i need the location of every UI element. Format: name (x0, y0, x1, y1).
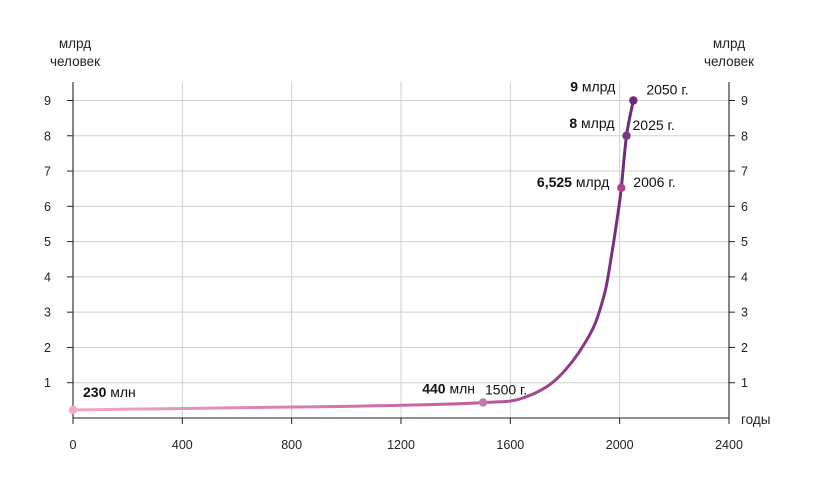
ticks-layer: 0 400 800 1200 1600 2000 2400 1 1 2 2 3 3 4 4 5 5 6 6 7 7 8 8 9… (44, 94, 748, 452)
y-tick-label-left: 1 (44, 376, 51, 390)
y-tick-label-left: 6 (44, 200, 51, 214)
y-axis-title-left-line2: человек (50, 54, 100, 69)
y-tick-label-right: 1 (741, 376, 748, 390)
y-tick-label-right: 9 (741, 94, 748, 108)
data-point-year-label: 2006 г. (633, 174, 675, 190)
x-tick-label: 0 (70, 438, 77, 452)
y-tick-label-left: 4 (44, 270, 51, 284)
y-tick-label-right: 4 (741, 270, 748, 284)
y-tick-label-left: 7 (44, 165, 51, 179)
data-point-marker (622, 131, 631, 140)
data-point-year-label: 2025 г. (633, 117, 675, 133)
data-point-value-label: 6,525 млрд (537, 174, 609, 190)
y-tick-label-left: 8 (44, 129, 51, 143)
data-point-marker (629, 96, 638, 105)
data-point-year-label: 1500 г. (485, 381, 527, 397)
y-axis-title-right-line2: человек (704, 54, 754, 69)
y-tick-label-right: 2 (741, 341, 748, 355)
x-tick-label: 400 (172, 438, 193, 452)
y-tick-label-left: 5 (44, 235, 51, 249)
data-point-marker (478, 398, 488, 407)
y-tick-label-right: 3 (741, 306, 748, 320)
x-tick-label: 800 (281, 438, 302, 452)
data-point-value-label: 230 млн (83, 384, 136, 400)
y-axis-title-right-line1: млрд (713, 36, 745, 51)
data-point-marker (617, 183, 626, 193)
x-axis-label: годы (741, 412, 770, 427)
y-tick-label-right: 8 (741, 129, 748, 143)
population-series-line (71, 99, 635, 412)
data-point-marker (68, 405, 78, 415)
points-layer (68, 96, 638, 415)
x-tick-label: 1600 (496, 438, 524, 452)
data-point-value-label: 8 млрд (569, 115, 614, 131)
y-tick-label-left: 9 (44, 94, 51, 108)
y-tick-label-right: 6 (741, 200, 748, 214)
data-point-value-label: 9 млрд (570, 79, 615, 95)
data-point-year-label: 2050 г. (646, 82, 688, 98)
grid-layer (73, 82, 729, 418)
y-tick-label-right: 5 (741, 235, 748, 249)
x-tick-label: 2400 (715, 438, 743, 452)
data-point-value-label: 440 млн (422, 380, 475, 396)
x-tick-label: 2000 (606, 438, 634, 452)
labels-layer: 230 млн 440 млн 1500 г. 6,525 млрд 2006 г. 8 … (83, 79, 689, 400)
y-tick-label-left: 3 (44, 306, 51, 320)
y-tick-label-right: 7 (741, 165, 748, 179)
y-axis-title-left-line1: млрд (59, 36, 91, 51)
y-tick-label-left: 2 (44, 341, 51, 355)
x-tick-label: 1200 (387, 438, 415, 452)
